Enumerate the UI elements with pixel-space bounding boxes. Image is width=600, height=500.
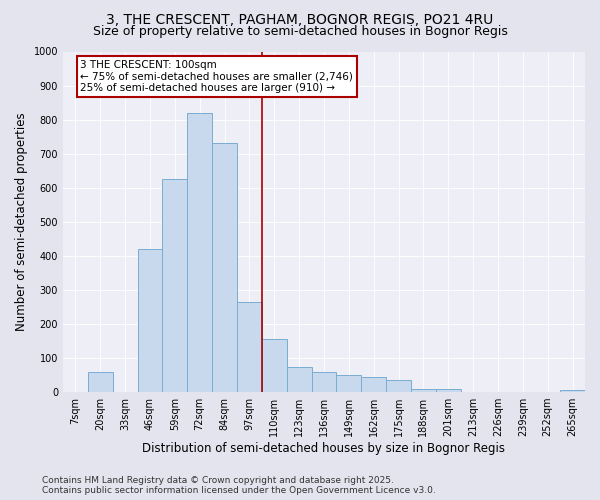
Bar: [88, 372, 113, 392]
Bar: [411, 388, 436, 392]
Bar: [560, 390, 585, 392]
X-axis label: Distribution of semi-detached houses by size in Bognor Regis: Distribution of semi-detached houses by …: [142, 442, 505, 455]
Bar: [163, 179, 187, 392]
Bar: [337, 375, 361, 392]
Bar: [436, 388, 461, 392]
Bar: [212, 144, 237, 392]
Bar: [187, 113, 212, 392]
Bar: [237, 302, 262, 392]
Bar: [386, 380, 411, 392]
Bar: [311, 372, 337, 392]
Text: 3, THE CRESCENT, PAGHAM, BOGNOR REGIS, PO21 4RU: 3, THE CRESCENT, PAGHAM, BOGNOR REGIS, P…: [106, 12, 494, 26]
Bar: [262, 340, 287, 392]
Text: Contains HM Land Registry data © Crown copyright and database right 2025.
Contai: Contains HM Land Registry data © Crown c…: [42, 476, 436, 495]
Text: Size of property relative to semi-detached houses in Bognor Regis: Size of property relative to semi-detach…: [92, 25, 508, 38]
Bar: [137, 249, 163, 392]
Text: 3 THE CRESCENT: 100sqm
← 75% of semi-detached houses are smaller (2,746)
25% of : 3 THE CRESCENT: 100sqm ← 75% of semi-det…: [80, 60, 353, 93]
Bar: [287, 366, 311, 392]
Bar: [361, 377, 386, 392]
Y-axis label: Number of semi-detached properties: Number of semi-detached properties: [15, 112, 28, 331]
